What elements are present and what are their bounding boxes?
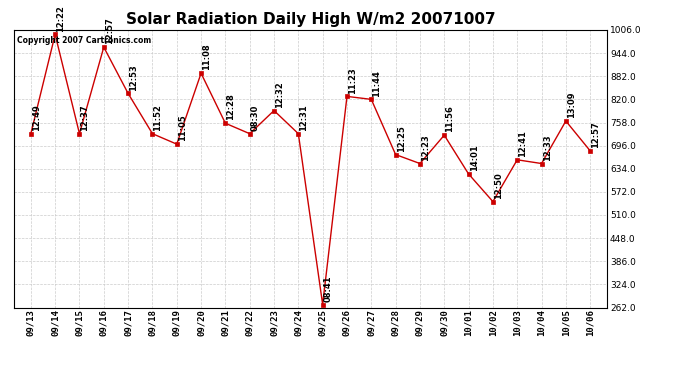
Text: 12:28: 12:28 xyxy=(226,94,235,120)
Title: Solar Radiation Daily High W/m2 20071007: Solar Radiation Daily High W/m2 20071007 xyxy=(126,12,495,27)
Text: 14:01: 14:01 xyxy=(470,144,479,171)
Text: 13:09: 13:09 xyxy=(567,92,576,118)
Text: 12:49: 12:49 xyxy=(32,104,41,131)
Text: 12:53: 12:53 xyxy=(129,64,138,91)
Text: 11:08: 11:08 xyxy=(202,44,211,70)
Text: 12:50: 12:50 xyxy=(494,172,503,199)
Text: 11:56: 11:56 xyxy=(445,105,454,132)
Text: 12:22: 12:22 xyxy=(56,5,65,32)
Text: 11:52: 11:52 xyxy=(153,104,162,131)
Text: 11:44: 11:44 xyxy=(373,70,382,97)
Text: 12:32: 12:32 xyxy=(275,81,284,108)
Text: 08:41: 08:41 xyxy=(324,275,333,302)
Text: 12:33: 12:33 xyxy=(542,134,551,161)
Text: 08:30: 08:30 xyxy=(250,105,259,131)
Text: 12:57: 12:57 xyxy=(591,122,600,148)
Text: 12:23: 12:23 xyxy=(421,134,430,161)
Text: 11:23: 11:23 xyxy=(348,67,357,94)
Text: 12:25: 12:25 xyxy=(397,125,406,152)
Text: 12:37: 12:37 xyxy=(81,104,90,131)
Text: 12:31: 12:31 xyxy=(299,104,308,131)
Text: 12:41: 12:41 xyxy=(518,130,527,157)
Text: 11:05: 11:05 xyxy=(178,115,187,141)
Text: Copyright 2007 Cartronics.com: Copyright 2007 Cartronics.com xyxy=(17,36,151,45)
Text: 12:57: 12:57 xyxy=(105,18,114,44)
